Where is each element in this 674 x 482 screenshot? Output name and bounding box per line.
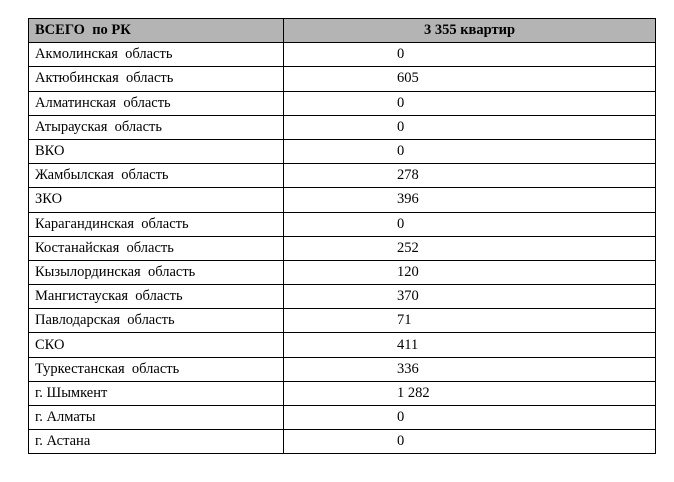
value-cell: 1 282 (283, 380, 656, 407)
region-cell: Мангистауская область (28, 284, 284, 310)
region-cell: г. Астана (28, 429, 284, 455)
table-row: г. Алматы 0 (28, 404, 656, 431)
value-cell: 396 (283, 187, 656, 213)
table-row: Алматинская область 0 (28, 90, 656, 116)
table-row: Павлодарская область 71 (28, 308, 656, 334)
region-cell: Костанайская область (28, 235, 284, 261)
table-row: г. Шымкент 1 282 (28, 380, 656, 407)
value-cell: 605 (283, 66, 656, 92)
table-row: Мангистауская область 370 (28, 284, 656, 310)
table-row: Актюбинская область 605 (28, 66, 656, 92)
value-cell: 71 (283, 308, 656, 334)
value-cell: 120 (283, 259, 656, 286)
table-row: Туркестанская область 336 (28, 356, 656, 382)
region-cell: Павлодарская область (28, 308, 284, 334)
region-cell: Туркестанская область (28, 356, 284, 382)
value-cell: 0 (283, 90, 656, 116)
table-row: Атырауская область 0 (28, 114, 656, 140)
region-cell: Жамбылская область (28, 163, 284, 189)
header-total-cell: 3 355 квартир (283, 17, 656, 44)
region-cell: ЗКО (28, 187, 284, 213)
value-cell: 252 (283, 235, 656, 261)
region-cell: ВКО (28, 138, 284, 165)
table-row: ВКО 0 (28, 138, 656, 165)
value-cell: 0 (283, 429, 656, 455)
region-cell: Алматинская область (28, 90, 284, 116)
value-cell: 336 (283, 356, 656, 382)
value-cell: 278 (283, 163, 656, 189)
value-cell: 0 (283, 42, 656, 68)
value-cell: 0 (283, 138, 656, 165)
region-cell: Акмолинская область (28, 42, 284, 68)
value-cell: 0 (283, 211, 656, 237)
value-cell: 370 (283, 284, 656, 310)
table-row: Костанайская область 252 (28, 235, 656, 261)
region-cell: г. Шымкент (28, 380, 284, 407)
region-cell: Актюбинская область (28, 66, 284, 92)
table-row: Карагандинская область 0 (28, 211, 656, 237)
apartments-by-region-table: ВСЕГО по РК 3 355 квартир Акмолинская об… (28, 17, 656, 455)
region-cell: г. Алматы (28, 404, 284, 431)
region-cell: Кызылординская область (28, 259, 284, 286)
value-cell: 411 (283, 332, 656, 358)
header-region-cell: ВСЕГО по РК (28, 17, 284, 44)
table-header-row: ВСЕГО по РК 3 355 квартир (28, 17, 656, 44)
table-row: г. Астана 0 (28, 429, 656, 455)
region-cell: СКО (28, 332, 284, 358)
value-cell: 0 (283, 404, 656, 431)
table-row: Жамбылская область 278 (28, 163, 656, 189)
table-row: СКО 411 (28, 332, 656, 358)
table-row: Кызылординская область 120 (28, 259, 656, 286)
value-cell: 0 (283, 114, 656, 140)
region-cell: Карагандинская область (28, 211, 284, 237)
table-row: Акмолинская область 0 (28, 42, 656, 68)
region-cell: Атырауская область (28, 114, 284, 140)
table-row: ЗКО 396 (28, 187, 656, 213)
